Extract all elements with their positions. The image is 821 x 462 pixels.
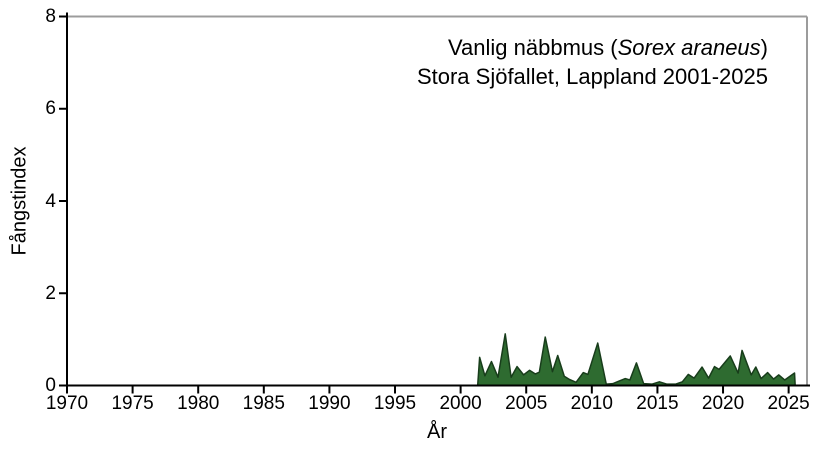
- y-tick-label: 2: [45, 282, 56, 304]
- area-series: [477, 333, 796, 386]
- x-tick-label: 2005: [505, 393, 548, 414]
- x-tick-label: 1990: [308, 393, 351, 414]
- x-tick-label: 2025: [767, 393, 810, 414]
- chart-title: Vanlig näbbmus (Sorex araneus): [417, 33, 768, 62]
- y-tick-label: 4: [45, 190, 56, 212]
- chart-subtitle: Stora Sjöfallet, Lappland 2001-2025: [416, 64, 768, 89]
- chart-title-block: Vanlig näbbmus (Sorex araneus) Stora Sjö…: [417, 33, 768, 91]
- y-tick-label: 8: [45, 6, 56, 27]
- y-tick-label: 6: [45, 98, 56, 120]
- chart-title-prefix: Vanlig näbbmus (: [448, 35, 618, 60]
- x-tick-label: 1980: [177, 393, 220, 414]
- x-tick-label: 1985: [242, 393, 285, 414]
- chart-title-species: Sorex araneus: [617, 35, 761, 60]
- area-series-outline: [476, 333, 796, 386]
- chart-title-suffix: ): [760, 35, 768, 60]
- x-tick-label: 1975: [111, 393, 154, 414]
- x-tick-label: 2020: [701, 393, 745, 414]
- y-tick-label: 0: [45, 375, 56, 396]
- x-tick-label: 1970: [45, 393, 89, 414]
- x-tick-label: 2000: [439, 393, 482, 414]
- x-axis-label: År: [427, 421, 447, 443]
- x-tick-label: 2010: [570, 393, 613, 414]
- x-tick-label: 1995: [373, 393, 417, 414]
- x-tick-label: 2015: [636, 393, 679, 414]
